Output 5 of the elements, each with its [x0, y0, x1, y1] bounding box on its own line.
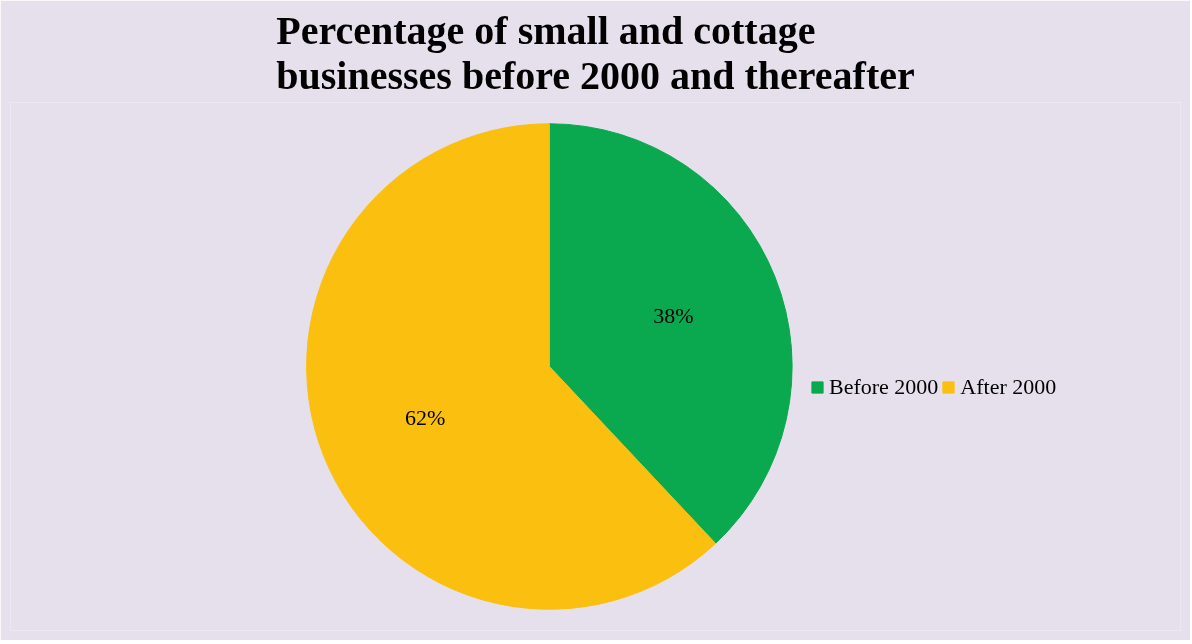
chart-title: Percentage of small and cottage businesses before 2000 and thereafter	[276, 7, 915, 98]
data-label: 62%	[405, 404, 446, 430]
data-label: 38%	[653, 303, 694, 329]
legend-label: Before 2000	[829, 374, 939, 400]
legend-label: After 2000	[960, 374, 1057, 400]
